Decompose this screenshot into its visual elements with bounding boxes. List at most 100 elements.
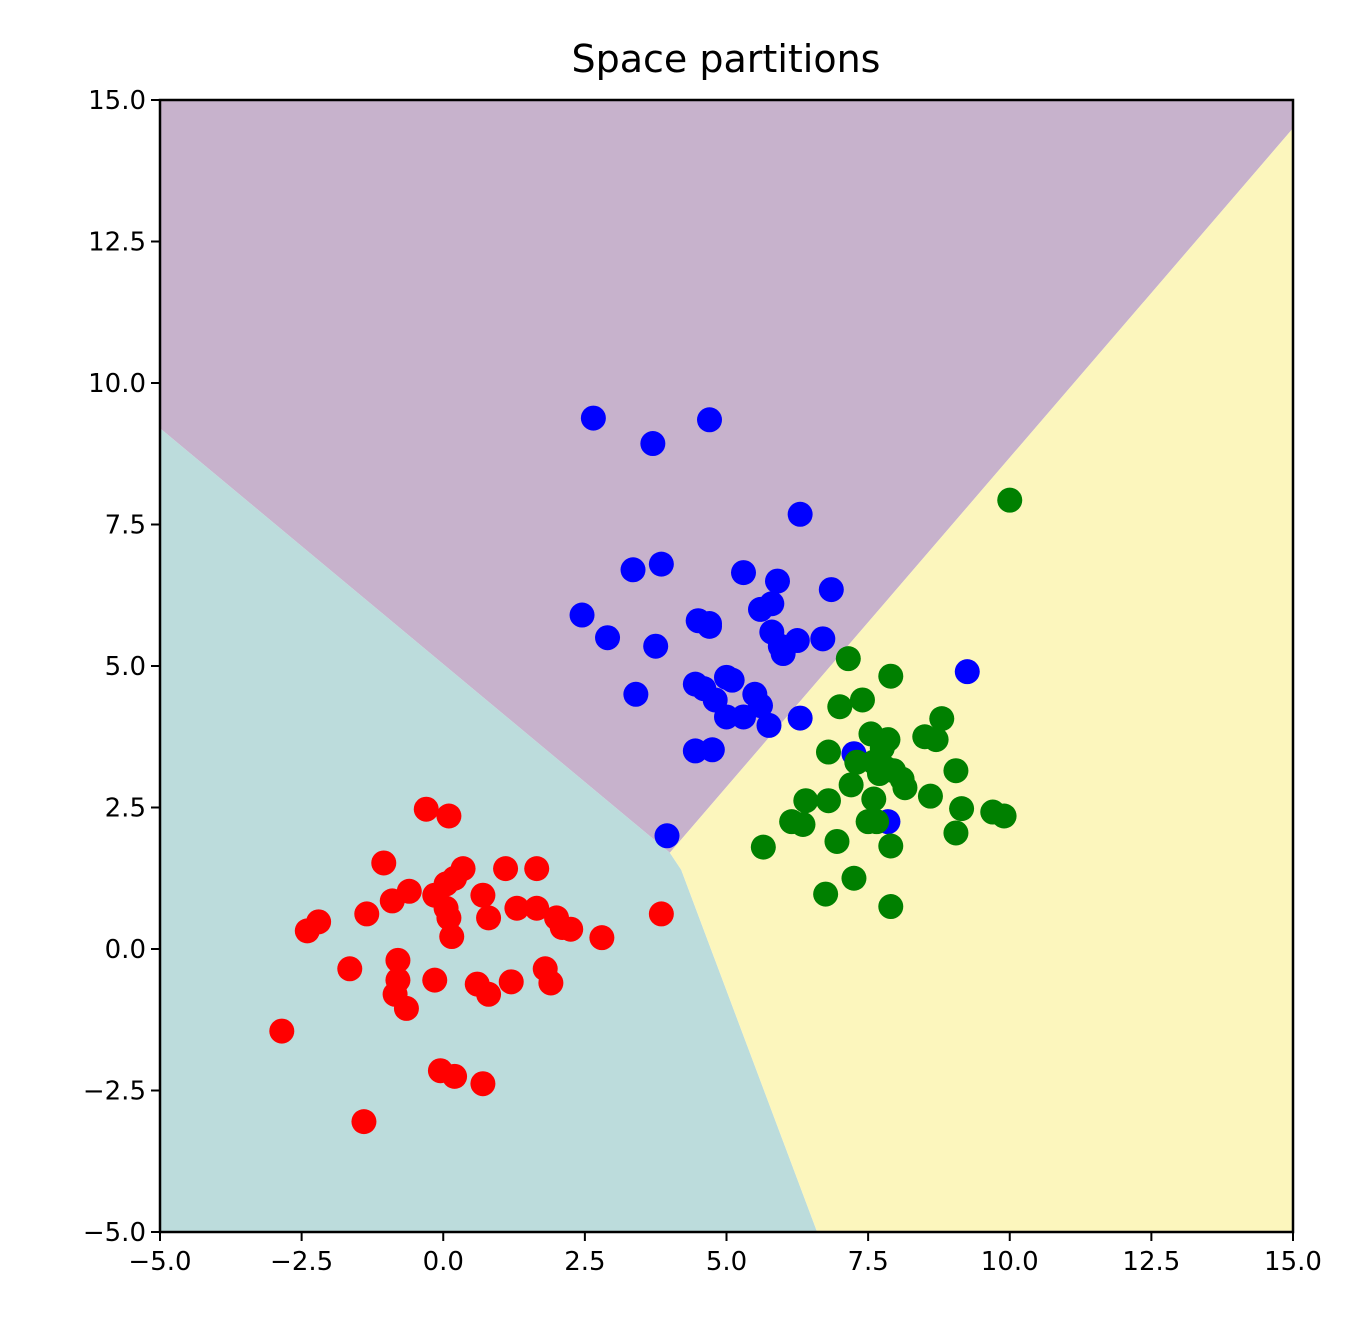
data-point (810, 626, 836, 652)
data-point (864, 809, 890, 835)
x-tick-label: 12.5 (1122, 1247, 1180, 1277)
data-point (354, 901, 380, 927)
data-point (269, 1018, 295, 1044)
data-point (393, 995, 419, 1021)
x-tick-label: 10.0 (981, 1247, 1039, 1277)
y-tick-label: 12.5 (88, 228, 146, 258)
y-tick-label: 15.0 (88, 86, 146, 116)
data-point (337, 956, 363, 982)
data-point (569, 602, 595, 628)
data-point (413, 796, 439, 822)
data-point (991, 803, 1017, 829)
data-point (306, 909, 332, 935)
y-axis: −5.0 −2.5 0.0 2.5 5.0 7.5 10.0 12.5 15.0 (83, 86, 160, 1248)
x-tick-label: −5.0 (128, 1247, 191, 1277)
data-point (764, 568, 790, 594)
data-point (943, 820, 969, 846)
data-point (892, 775, 918, 801)
data-point (747, 693, 773, 719)
data-point (997, 487, 1023, 513)
region-2 (160, 428, 818, 1232)
data-point (351, 1109, 377, 1135)
data-point (439, 924, 465, 950)
data-point (813, 881, 839, 907)
data-point (580, 405, 606, 431)
data-point (697, 613, 723, 639)
data-point (818, 577, 844, 603)
data-point (699, 737, 725, 763)
data-point (787, 501, 813, 527)
x-tick-label: 15.0 (1264, 1247, 1322, 1277)
y-tick-label: 5.0 (105, 652, 146, 682)
data-point (476, 981, 502, 1007)
data-point (640, 431, 666, 457)
data-point (493, 856, 519, 882)
data-point (719, 667, 745, 693)
data-point (371, 850, 397, 876)
data-point (442, 1063, 468, 1089)
data-point (643, 633, 669, 659)
data-point (943, 758, 969, 784)
region-3 (669, 128, 1293, 1232)
data-point (623, 681, 649, 707)
y-tick-label: 0.0 (105, 935, 146, 965)
data-point (849, 687, 875, 713)
data-point (878, 894, 904, 920)
data-point (878, 833, 904, 859)
data-point (470, 882, 496, 908)
data-point (787, 705, 813, 731)
data-point (498, 969, 524, 995)
data-point (476, 905, 502, 931)
data-point (422, 967, 448, 993)
y-tick-label: −5.0 (83, 1218, 146, 1248)
data-point (866, 761, 892, 787)
data-point (504, 895, 530, 921)
data-point (835, 646, 861, 672)
x-axis: −5.0 −2.5 0.0 2.5 5.0 7.5 10.0 12.5 15.0 (128, 1232, 1322, 1277)
data-point (815, 739, 841, 765)
data-point (759, 591, 785, 617)
data-point (790, 811, 816, 837)
data-point (620, 557, 646, 583)
data-point (838, 772, 864, 798)
data-point (815, 788, 841, 814)
x-tick-label: 0.0 (423, 1247, 464, 1277)
data-point (841, 865, 867, 891)
data-point (595, 625, 621, 651)
scatter-points (269, 405, 1023, 1135)
y-tick-label: −2.5 (83, 1077, 146, 1107)
data-point (385, 967, 411, 993)
data-point (436, 803, 462, 829)
data-point (697, 407, 723, 433)
data-point (750, 834, 776, 860)
data-point (558, 916, 584, 942)
data-point (524, 895, 550, 921)
x-tick-label: 5.0 (706, 1247, 747, 1277)
x-tick-label: 2.5 (564, 1247, 605, 1277)
decision-regions (160, 100, 1293, 1232)
data-point (589, 925, 615, 951)
data-point (385, 947, 411, 973)
data-point (861, 786, 887, 812)
data-point (538, 970, 564, 996)
data-point (929, 706, 955, 732)
chart-title: Space partitions (572, 37, 881, 81)
data-point (827, 694, 853, 720)
data-point (470, 1071, 496, 1097)
y-tick-label: 7.5 (105, 511, 146, 541)
region-1 (160, 100, 1293, 853)
data-point (648, 551, 674, 577)
data-point (784, 628, 810, 654)
data-point (917, 783, 943, 809)
data-point (648, 901, 674, 927)
data-point (949, 796, 975, 822)
data-point (954, 659, 980, 685)
data-point (730, 560, 756, 586)
data-point (396, 878, 422, 904)
data-point (654, 823, 680, 849)
data-point (923, 727, 949, 753)
data-point (436, 905, 462, 931)
data-point (524, 856, 550, 882)
data-point (824, 828, 850, 854)
